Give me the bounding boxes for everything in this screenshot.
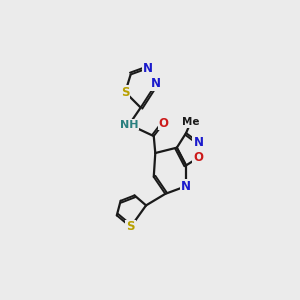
Text: N: N [194, 136, 203, 149]
Text: O: O [194, 151, 203, 164]
Text: Me: Me [182, 117, 200, 127]
Text: O: O [159, 116, 169, 130]
Text: S: S [126, 220, 135, 233]
Text: N: N [181, 180, 191, 193]
Text: S: S [121, 86, 130, 99]
Text: N: N [151, 77, 161, 90]
Text: N: N [142, 62, 153, 75]
Text: NH: NH [120, 119, 138, 130]
